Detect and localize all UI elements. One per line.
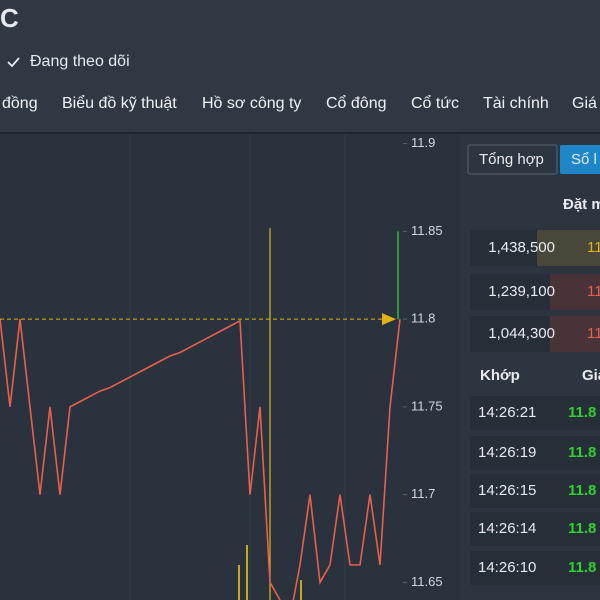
title: C xyxy=(0,3,19,33)
volume-bar xyxy=(246,545,248,600)
tab[interactable]: Biểu đồ kỹ thuật xyxy=(62,94,177,112)
tab-button-active[interactable] xyxy=(560,145,600,174)
tab-button[interactable] xyxy=(467,144,558,175)
order-volume: 1,438,500 xyxy=(488,239,555,256)
volume-bar xyxy=(238,565,240,600)
match-row xyxy=(470,396,600,430)
match-header: Giá xyxy=(582,367,600,384)
tab[interactable]: Tài chính xyxy=(483,95,549,112)
match-price: 11.8 xyxy=(568,559,596,576)
order-volume: 1,239,100 xyxy=(488,283,555,300)
y-tick-label: 11.8 xyxy=(411,311,435,326)
tab[interactable]: Cổ tức xyxy=(411,94,459,112)
y-tick-label: 11.75 xyxy=(411,398,443,413)
match-time: 14:26:10 xyxy=(478,559,536,576)
match-row xyxy=(470,436,600,470)
price-cell xyxy=(537,230,600,266)
tab[interactable]: Hồ sơ công ty xyxy=(202,95,301,112)
price-cell xyxy=(550,274,600,310)
y-tick-label: 11.65 xyxy=(411,574,443,589)
panel-content: Tổng hợp Sổ l Đặt m 1,438,500 11 1,239,100 11 1… xyxy=(467,144,600,585)
order-price: 11 xyxy=(587,239,600,256)
order-price: 11 xyxy=(587,325,600,342)
follow-button[interactable]: Đang theo dõi xyxy=(30,53,130,70)
price-line xyxy=(0,319,401,600)
match-row xyxy=(470,474,600,508)
order-volume: 1,044,300 xyxy=(488,325,555,342)
match-time: 14:26:14 xyxy=(478,520,536,537)
header-bg xyxy=(0,0,600,133)
volume-bar xyxy=(300,580,302,600)
match-row xyxy=(470,551,600,585)
match-row xyxy=(470,512,600,546)
match-price: 11.8 xyxy=(568,444,596,461)
match-header: Khớp xyxy=(480,367,520,384)
tab-bar: đồng Biểu đồ kỹ thuật Hồ sơ công ty Cổ đông… xyxy=(2,94,597,112)
tab-label[interactable]: Tổng hợp xyxy=(479,151,544,168)
y-tick-label: 11.9 xyxy=(411,135,435,150)
order-price: 11 xyxy=(587,283,600,300)
match-price: 11.8 xyxy=(568,520,596,537)
match-time: 14:26:21 xyxy=(478,404,536,421)
order-header: Đặt m xyxy=(563,196,600,213)
y-tick-label: 11.85 xyxy=(411,223,443,238)
y-tick-label: 11.7 xyxy=(411,486,435,501)
tab[interactable]: đồng xyxy=(2,95,38,112)
match-price: 11.8 xyxy=(568,482,596,499)
match-time: 14:26:19 xyxy=(478,444,536,461)
chart: 11.9 11.85 11.8 11.75 11.7 11.65 xyxy=(0,134,443,600)
reference-arrow xyxy=(382,313,396,326)
match-price: 11.8 xyxy=(568,404,596,421)
tab[interactable]: Cổ đông xyxy=(326,94,387,112)
tab-label[interactable]: Sổ l xyxy=(571,151,597,168)
price-cell xyxy=(550,316,600,352)
tab[interactable]: Giá xyxy=(572,95,597,112)
check-icon xyxy=(7,57,20,68)
match-time: 14:26:15 xyxy=(478,482,536,499)
